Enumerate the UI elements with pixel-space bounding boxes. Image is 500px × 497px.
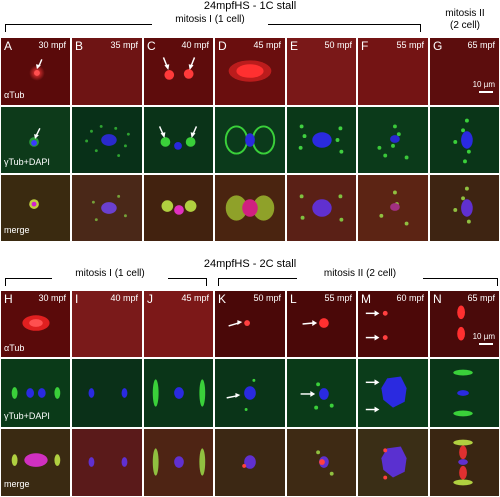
- panel-letter-G: G: [433, 39, 443, 53]
- panel-letter-L: L: [290, 292, 297, 306]
- top-group1-label: mitosis I (1 cell): [152, 14, 268, 25]
- top-group2-line2: (2 cell): [449, 20, 480, 31]
- panel-letter-A: A: [4, 39, 13, 53]
- bottom-bracket-2: [218, 278, 498, 286]
- scale-text-top: 10 µm: [472, 80, 495, 89]
- panel-J-gamma-tubulin-dapi: [143, 358, 214, 428]
- panel-L-merge: [286, 428, 357, 497]
- panel-N-merge: [429, 428, 500, 497]
- panel-F-merge: [357, 174, 429, 242]
- time-label-D: 45 mpf: [253, 40, 281, 50]
- time-label-C: 40 mpf: [181, 40, 209, 50]
- panel-B-gamma-tubulin-dapi: [71, 106, 143, 174]
- panel-G-alpha-tubulin: G 65 mpf 10 µm: [429, 37, 500, 106]
- panel-H-gamma-tubulin-dapi: γTub+DAPI: [0, 358, 71, 428]
- panel-B-alpha-tubulin: B 35 mpf: [71, 37, 143, 106]
- time-label-I: 40 mpf: [110, 293, 138, 303]
- time-label-H: 30 mpf: [38, 293, 66, 303]
- panel-E-merge: [286, 174, 357, 242]
- panel-letter-C: C: [147, 39, 156, 53]
- time-label-L: 55 mpf: [324, 293, 352, 303]
- panel-M-gamma-tubulin-dapi: [357, 358, 429, 428]
- panel-A-merge: merge: [0, 174, 71, 242]
- panel-G-merge: [429, 174, 500, 242]
- panel-I-gamma-tubulin-dapi: [71, 358, 143, 428]
- top-group2-label: mitosis II (2 cell): [430, 8, 500, 32]
- panel-L-alpha-tubulin: L 55 mpf: [286, 290, 357, 358]
- top-title: 24mpfHS - 1C stall: [203, 0, 297, 12]
- row-label-merge: merge: [4, 225, 30, 235]
- panel-M-merge: [357, 428, 429, 497]
- panel-C-merge: [143, 174, 214, 242]
- panel-B-merge: [71, 174, 143, 242]
- panel-N-alpha-tubulin: N 65 mpf 10 µm: [429, 290, 500, 358]
- panel-letter-I: I: [75, 292, 79, 306]
- panel-H-alpha-tubulin: H 30 mpf αTub: [0, 290, 71, 358]
- panel-letter-H: H: [4, 292, 13, 306]
- panel-M-alpha-tubulin: M 60 mpf: [357, 290, 429, 358]
- panel-letter-E: E: [290, 39, 299, 53]
- panel-letter-D: D: [218, 39, 227, 53]
- time-label-G: 65 mpf: [467, 40, 495, 50]
- panel-L-gamma-tubulin-dapi: [286, 358, 357, 428]
- panel-D-gamma-tubulin-dapi: [214, 106, 286, 174]
- bottom-group2-label: mitosis II (2 cell): [297, 268, 423, 279]
- panel-letter-F: F: [361, 39, 369, 53]
- panel-H-merge: merge: [0, 428, 71, 497]
- panel-I-merge: [71, 428, 143, 497]
- panel-C-alpha-tubulin: C 40 mpf: [143, 37, 214, 106]
- top-group2-line1: mitosis II: [445, 8, 485, 19]
- bottom-title: 24mpfHS - 2C stall: [203, 258, 297, 270]
- panel-D-merge: [214, 174, 286, 242]
- row-label-gamma-tub: γTub+DAPI: [4, 157, 50, 167]
- time-label-K: 50 mpf: [253, 293, 281, 303]
- time-label-J: 45 mpf: [181, 293, 209, 303]
- panel-E-gamma-tubulin-dapi: [286, 106, 357, 174]
- panel-F-gamma-tubulin-dapi: [357, 106, 429, 174]
- bottom-group1-label: mitosis I (1 cell): [52, 268, 168, 279]
- panel-D-alpha-tubulin: D 45 mpf: [214, 37, 286, 106]
- scale-bar-top: [479, 91, 493, 93]
- time-label-A: 30 mpf: [38, 40, 66, 50]
- panel-N-gamma-tubulin-dapi: [429, 358, 500, 428]
- scale-text-bottom: 10 µm: [472, 332, 495, 341]
- panel-letter-N: N: [433, 292, 442, 306]
- panel-J-alpha-tubulin: J 45 mpf: [143, 290, 214, 358]
- row-label-alpha-tub-bottom: αTub: [4, 343, 25, 353]
- panel-F-alpha-tubulin: F 55 mpf: [357, 37, 429, 106]
- row-label-alpha-tub: αTub: [4, 90, 25, 100]
- panel-E-alpha-tubulin: E 50 mpf: [286, 37, 357, 106]
- panel-letter-M: M: [361, 292, 371, 306]
- panel-letter-K: K: [218, 292, 227, 306]
- time-label-F: 55 mpf: [396, 40, 424, 50]
- panel-C-gamma-tubulin-dapi: [143, 106, 214, 174]
- top-bracket-1: [5, 24, 421, 32]
- panel-A-gamma-tubulin-dapi: γTub+DAPI: [0, 106, 71, 174]
- scale-bar-bottom: [479, 343, 493, 345]
- bottom-bracket-1: [5, 278, 207, 286]
- time-label-B: 35 mpf: [110, 40, 138, 50]
- panel-letter-J: J: [147, 292, 153, 306]
- panel-J-merge: [143, 428, 214, 497]
- panel-G-gamma-tubulin-dapi: [429, 106, 500, 174]
- panel-K-alpha-tubulin: K 50 mpf: [214, 290, 286, 358]
- panel-I-alpha-tubulin: I 40 mpf: [71, 290, 143, 358]
- panel-K-gamma-tubulin-dapi: [214, 358, 286, 428]
- row-label-merge-bottom: merge: [4, 479, 30, 489]
- panel-A-alpha-tubulin: A 30 mpf αTub: [0, 37, 71, 106]
- panel-letter-B: B: [75, 39, 84, 53]
- time-label-N: 65 mpf: [467, 293, 495, 303]
- panel-K-merge: [214, 428, 286, 497]
- row-label-gamma-tub-bottom: γTub+DAPI: [4, 411, 50, 421]
- time-label-M: 60 mpf: [396, 293, 424, 303]
- time-label-E: 50 mpf: [324, 40, 352, 50]
